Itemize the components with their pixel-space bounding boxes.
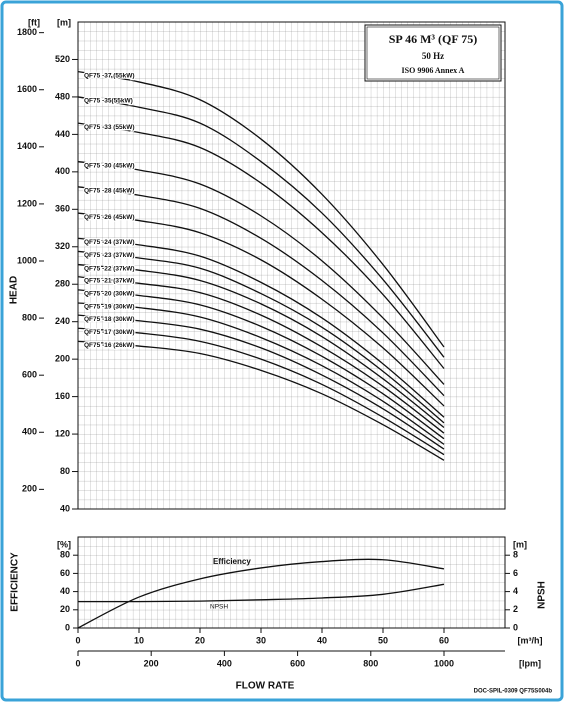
curve xyxy=(77,96,445,358)
y-tick-label: 400 xyxy=(55,166,70,176)
plot-area xyxy=(77,21,506,510)
y-tick-label: 440 xyxy=(55,129,70,139)
x-tick-label: 30 xyxy=(256,635,266,645)
x2-tick-label: 600 xyxy=(290,658,305,668)
curve xyxy=(77,70,445,348)
curve xyxy=(77,314,445,450)
y-tick-label: 320 xyxy=(55,241,70,251)
y-tick-label: 520 xyxy=(55,54,70,64)
curve xyxy=(77,263,445,429)
y-label: HEAD xyxy=(9,276,20,304)
y-tick-label: 160 xyxy=(55,391,70,401)
y2-tick-label: 1600 xyxy=(17,84,37,94)
y-tick-label: 80 xyxy=(60,550,70,560)
series-label: QF75 -18 (30kW) xyxy=(84,316,135,323)
y-tick-label: 60 xyxy=(60,568,70,578)
series-label: QF75 -33 (55kW) xyxy=(84,124,135,131)
series-label: NPSH xyxy=(210,604,228,611)
title-box-inner xyxy=(366,26,500,80)
x-tick-label: 0 xyxy=(75,635,80,645)
y-tick-label: 0 xyxy=(65,622,70,632)
y-tick-label: 240 xyxy=(55,316,70,326)
y2-tick-label: 1400 xyxy=(17,141,37,151)
series-label: QF75 -20 (30kW) xyxy=(84,291,135,298)
y2-unit: [ft] xyxy=(28,17,40,27)
series-label: QF75 -23 (37kW) xyxy=(84,252,135,259)
curve xyxy=(77,212,445,407)
y2-label: NPSH xyxy=(537,581,548,609)
series-label: QF75 -19 (30kW) xyxy=(84,304,135,311)
series-label: QF75 -37 (55kW) xyxy=(84,72,135,79)
x2-tick-label: 0 xyxy=(75,658,80,668)
curve xyxy=(77,237,445,418)
y-tick-label: 120 xyxy=(55,428,70,438)
y2-tick-label: 4 xyxy=(513,586,518,596)
y2-unit: [m] xyxy=(513,539,527,549)
curve xyxy=(77,122,445,369)
y2-tick-label: 400 xyxy=(22,427,37,437)
y-tick-label: 20 xyxy=(60,604,70,614)
curve xyxy=(77,186,445,397)
curve xyxy=(77,340,445,461)
x2-tick-label: 1000 xyxy=(434,658,454,668)
x-tick-label: 50 xyxy=(378,635,388,645)
chart-subtitle: 50 Hz xyxy=(422,51,444,61)
curve xyxy=(77,250,445,424)
series-label: QF75 -21 (37kW) xyxy=(84,277,135,284)
series-label: QF75 -16 (26kW) xyxy=(84,342,135,349)
y2-tick-label: 2 xyxy=(513,604,518,614)
x-tick-label: 20 xyxy=(195,635,205,645)
y2-tick-label: 800 xyxy=(22,312,37,322)
x-tick-label: 60 xyxy=(439,635,449,645)
chart-title: SP 46 M³ (QF 75) xyxy=(389,32,477,46)
curve xyxy=(77,302,445,445)
x-tick-label: 40 xyxy=(317,635,327,645)
y2-tick-label: 1800 xyxy=(17,27,37,37)
y2-tick-label: 600 xyxy=(22,370,37,380)
x2-tick-label: 400 xyxy=(217,658,232,668)
series-label: QF75 -28 (45kW) xyxy=(84,188,135,195)
y2-tick-label: 8 xyxy=(513,550,518,560)
y-tick-label: 80 xyxy=(60,466,70,476)
y-tick-label: 200 xyxy=(55,354,70,364)
y2-tick-label: 0 xyxy=(513,622,518,632)
y2-tick-label: 200 xyxy=(22,484,37,494)
y-tick-label: 40 xyxy=(60,503,70,513)
y-tick-label: 280 xyxy=(55,279,70,289)
y-tick-label: 360 xyxy=(55,204,70,214)
annotation: ISO 9906 Annex A xyxy=(402,66,465,75)
doc-code: DOC-SPIL-0309 QF75S004b xyxy=(474,689,553,695)
curve xyxy=(77,558,445,629)
x2-tick-label: 800 xyxy=(363,658,378,668)
series-label: QF75 -24 (37kW) xyxy=(84,239,135,246)
series-label: QF75 -30 (45kW) xyxy=(84,162,135,169)
x-unit: [m³/h] xyxy=(518,635,543,645)
series-label: Efficiency xyxy=(213,557,251,566)
curve xyxy=(77,583,445,603)
y-unit: [%] xyxy=(57,539,71,549)
y-unit: [m] xyxy=(57,17,71,27)
x2-unit: [lpm] xyxy=(519,658,541,668)
series-label: QF75 -22 (37kW) xyxy=(84,265,135,272)
series-label: QF75 -35(55kW) xyxy=(84,98,133,105)
y2-tick-label: 1200 xyxy=(17,198,37,208)
x2-tick-label: 200 xyxy=(144,658,159,668)
title-box xyxy=(364,24,502,82)
curve xyxy=(77,289,445,440)
x-tick-label: 10 xyxy=(134,635,144,645)
curve xyxy=(77,327,445,456)
series-label: QF75 -17 (30kW) xyxy=(84,329,135,336)
curve xyxy=(77,276,445,434)
x-label: FLOW RATE xyxy=(236,681,295,692)
y-tick-label: 480 xyxy=(55,91,70,101)
curve xyxy=(77,160,445,385)
y-label: EFFICIENCY xyxy=(10,552,21,612)
y-tick-label: 40 xyxy=(60,586,70,596)
plot-area xyxy=(77,536,506,629)
series-label: QF75 -26 (45kW) xyxy=(84,214,135,221)
y2-tick-label: 6 xyxy=(513,568,518,578)
y2-tick-label: 1000 xyxy=(17,255,37,265)
